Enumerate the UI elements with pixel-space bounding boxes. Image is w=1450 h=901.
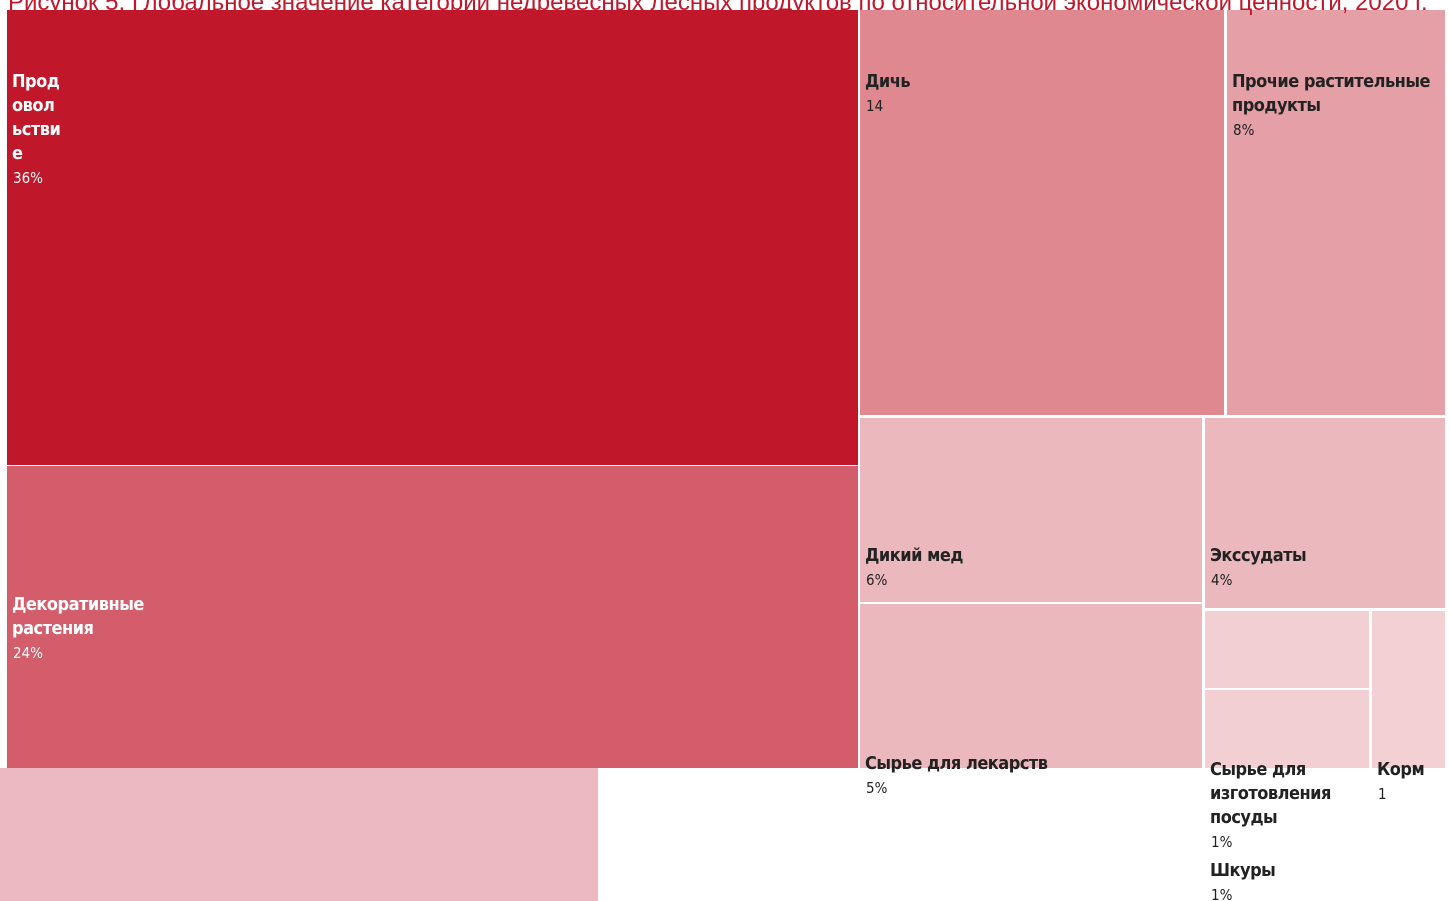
background-block <box>0 768 598 901</box>
cell-label: Дикий мед <box>865 545 963 566</box>
cell-label: Сырье для изготовления посуды <box>1210 759 1331 828</box>
treemap-cell <box>860 10 1224 415</box>
treemap-cell <box>7 10 858 465</box>
treemap-cell <box>860 604 1202 768</box>
cell-label: Корм <box>1377 759 1425 780</box>
cell-label: Продовольствие <box>12 71 61 164</box>
cell-value: 1% <box>1211 886 1233 901</box>
cell-label: Дичь <box>865 71 911 92</box>
cell-label: Сырье для лекарств <box>865 753 1048 774</box>
treemap-cell <box>1372 611 1445 768</box>
treemap-cell <box>1205 611 1369 688</box>
cell-value: 1% <box>1211 833 1233 851</box>
cell-value: 6% <box>866 571 888 589</box>
cell-value: 24% <box>13 644 43 662</box>
cell-label: Шкуры <box>1210 860 1276 881</box>
treemap-cell <box>1205 690 1369 768</box>
cell-label: Декоративные растения <box>12 594 144 639</box>
treemap-cell <box>1205 418 1445 608</box>
cell-value: 36% <box>13 169 43 187</box>
cell-value: 1 <box>1378 785 1387 803</box>
cell-label: Прочие растительные продукты <box>1232 71 1431 116</box>
cell-label: Экссудаты <box>1210 545 1307 566</box>
chart-title: Рисунок 5. Глобальное значение категорий… <box>8 0 1428 16</box>
cell-value: 14 <box>866 97 884 115</box>
cell-value: 8% <box>1233 121 1255 139</box>
cell-value: 5% <box>866 779 888 797</box>
treemap-cell <box>1227 10 1445 415</box>
treemap-cell <box>7 466 858 768</box>
treemap-cell <box>860 418 1202 602</box>
cell-value: 4% <box>1211 571 1233 589</box>
